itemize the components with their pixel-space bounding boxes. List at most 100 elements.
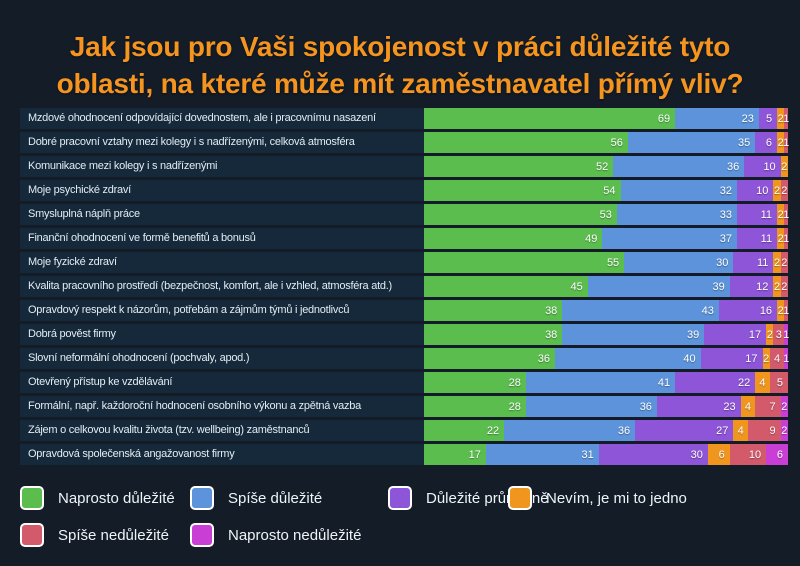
bar-segment: 56 (424, 132, 628, 153)
segment-value: 6 (765, 136, 773, 149)
bar-segment: 41 (525, 372, 676, 393)
bar-segment: 16 (718, 300, 778, 321)
bar-segment: 2 (777, 132, 785, 153)
segment-value: 2 (777, 304, 784, 317)
bar-segment: 4 (740, 396, 756, 417)
segment-value: 1 (783, 352, 790, 365)
bar-segment: 36 (525, 396, 657, 417)
stacked-bar: 56 35 6 2 1 (424, 132, 789, 153)
row-label: Slovní neformální ohodnocení (pochvaly, … (28, 352, 250, 364)
bar-segment: 5 (758, 108, 778, 129)
bar-segment: 49 (424, 228, 603, 249)
segment-value: 5 (765, 112, 773, 125)
stacked-bar: 54 32 10 2 2 (424, 180, 788, 201)
segment-value: 43 (701, 304, 714, 317)
segment-value: 2 (773, 256, 781, 269)
bar-segment: 53 (424, 204, 617, 225)
segment-value: 16 (759, 304, 773, 317)
segment-value: 39 (687, 328, 700, 341)
bar-segment: 1 (783, 132, 789, 153)
legend-swatch (190, 523, 214, 547)
legend-swatch (508, 486, 532, 510)
segment-value: 2 (777, 136, 784, 149)
row-label: Dobré pracovní vztahy mezi kolegy i s na… (28, 136, 355, 148)
bar-segment: 2 (773, 276, 781, 297)
segment-value: 4 (759, 376, 766, 389)
row-label: Komunikace mezi kolegy i s nadřízenými (28, 160, 218, 172)
row-label: Otevřený přístup ke vzdělávání (28, 376, 173, 388)
bar-segment: 6 (755, 132, 778, 153)
bar-segment: 2 (777, 204, 785, 225)
segment-value: 53 (599, 208, 612, 221)
stacked-bar: 55 30 11 2 2 (424, 252, 788, 273)
segment-value: 17 (748, 328, 762, 341)
bar-segment: 1 (783, 108, 789, 129)
bar-segment: 1 (783, 228, 790, 249)
segment-value: 27 (716, 424, 729, 437)
bar-segment: 38 (424, 324, 563, 345)
bar-segment: 39 (562, 324, 705, 345)
segment-value: 28 (508, 400, 521, 413)
segment-value: 3 (775, 328, 782, 341)
bar-segment: 1 (783, 204, 789, 225)
segment-value: 32 (719, 184, 733, 197)
bar-segment: 2 (780, 156, 788, 177)
bar-segment: 17 (704, 324, 767, 345)
row-label: Mzdové ohodnocení odpovídající dovednost… (28, 112, 376, 124)
bar-segment: 2 (773, 180, 781, 201)
stacked-bar: 36 40 17 2 4 1 (424, 348, 790, 369)
bar-segment: 43 (562, 300, 719, 321)
segment-value: 31 (581, 448, 594, 461)
bar-segment: 1 (783, 300, 790, 321)
stacked-bar: 69 23 5 2 1 (424, 108, 789, 129)
segment-value: 2 (777, 208, 784, 221)
segment-value: 69 (657, 112, 671, 125)
bar-segment: 40 (555, 348, 701, 369)
segment-value: 6 (776, 448, 783, 461)
segment-value: 11 (760, 208, 773, 221)
segment-value: 2 (763, 352, 770, 365)
row-label: Moje psychické zdraví (28, 184, 131, 196)
row-label: Zájem o celkovou kvalitu života (tzv. we… (28, 424, 310, 436)
bar-segment: 28 (424, 372, 526, 393)
bar-segment: 2 (762, 348, 770, 369)
row-label: Opravdový respekt k názorům, potřebám a … (28, 304, 350, 316)
bar-segment: 30 (598, 444, 708, 465)
segment-value: 56 (610, 136, 623, 149)
bar-segment: 10 (737, 180, 774, 201)
chart-row: Formální, např. každoroční hodnocení oso… (20, 396, 788, 417)
bar-segment: 55 (424, 252, 625, 273)
segment-value: 2 (773, 280, 781, 293)
segment-value: 4 (737, 424, 744, 437)
page-title: Jak jsou pro Vaši spokojenost v práci dů… (0, 29, 800, 103)
chart-row: Dobrá pověst firmy 38 39 17 2 3 1 (20, 324, 789, 345)
legend-item: Spíše nedůležité (20, 523, 169, 547)
segment-value: 38 (545, 304, 558, 317)
stacked-bar: 28 36 23 4 7 2 (424, 396, 788, 417)
segment-value: 41 (657, 376, 671, 389)
chart-row: Mzdové ohodnocení odpovídající dovednost… (20, 108, 789, 129)
segment-value: 1 (783, 304, 790, 317)
bar-segment: 2 (780, 252, 788, 273)
segment-value: 10 (763, 160, 776, 173)
segment-value: 2 (781, 256, 788, 269)
bar-segment: 2 (777, 300, 785, 321)
segment-value: 36 (639, 400, 652, 413)
bar-segment: 10 (744, 156, 781, 177)
chart-row: Komunikace mezi kolegy i s nadřízenými 52… (20, 156, 788, 177)
segment-value: 1 (783, 232, 790, 245)
bar-segment: 45 (424, 276, 588, 297)
bar-segment: 39 (587, 276, 730, 297)
row-label: Finanční ohodnocení ve formě benefitů a … (28, 232, 256, 244)
chart-row: Smysluplná náplň práce 53 33 11 2 1 (20, 204, 789, 225)
chart-row: Finanční ohodnocení ve formě benefitů a … (20, 228, 790, 249)
bar-segment: 37 (602, 228, 738, 249)
segment-value: 28 (508, 376, 521, 389)
segment-value: 35 (737, 136, 751, 149)
bar-segment: 36 (504, 420, 636, 441)
row-label: Dobrá pověst firmy (28, 328, 116, 340)
segment-value: 4 (773, 352, 781, 365)
bar-segment: 6 (707, 444, 730, 465)
segment-value: 2 (781, 184, 788, 197)
segment-value: 23 (723, 400, 736, 413)
